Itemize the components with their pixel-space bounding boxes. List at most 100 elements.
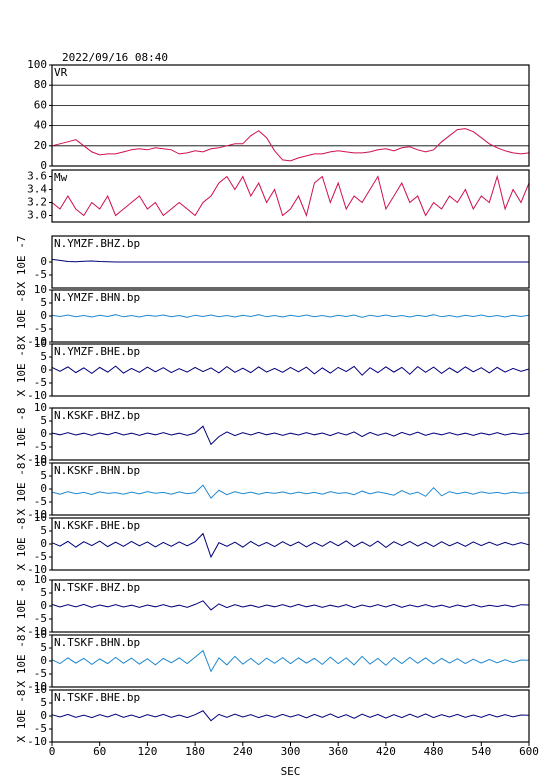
y-axis-label: X 10E -8 (15, 344, 28, 397)
trace (51, 174, 530, 218)
x-tick-label: 540 (471, 745, 491, 758)
trace (51, 484, 530, 499)
x-tick-label: 300 (281, 745, 301, 758)
panel-frame (51, 235, 530, 289)
x-tick-label: 60 (93, 745, 106, 758)
y-tick-label: 3.0 (27, 209, 47, 222)
y-tick-label: -5 (34, 440, 47, 453)
panel-frame (51, 343, 530, 397)
trace (51, 128, 530, 162)
y-tick-label: 60 (34, 98, 47, 111)
y-tick-label: -5 (34, 495, 47, 508)
panel-frame (51, 462, 530, 516)
y-tick-label: 5 (40, 469, 47, 482)
x-tick-label: 0 (49, 745, 56, 758)
trace (51, 710, 530, 722)
x-tick-label: 420 (376, 745, 396, 758)
y-tick-label: 3.6 (27, 170, 47, 183)
panel-frame (51, 634, 530, 688)
panel-label: N.YMZF.BHZ.bp (54, 237, 140, 250)
y-tick-label: 5 (40, 296, 47, 309)
y-tick-label: 5 (40, 350, 47, 363)
y-tick-label: 3.2 (27, 196, 47, 209)
y-tick-label: 10 (34, 573, 47, 586)
trace (51, 649, 530, 673)
panel-frame (51, 169, 530, 223)
y-tick-label: 10 (34, 683, 47, 696)
y-tick-label: -5 (34, 322, 47, 335)
y-tick-label: -5 (34, 550, 47, 563)
panel-label: N.TSKF.BHN.bp (54, 636, 140, 649)
y-tick-label: -5 (34, 667, 47, 680)
chart-title: 2022/09/16 08:40 (62, 51, 168, 64)
y-tick-label: 5 (40, 641, 47, 654)
y-tick-label: 10 (34, 401, 47, 414)
panel-label: VR (54, 66, 68, 79)
panel-label: N.TSKF.BHZ.bp (54, 581, 140, 594)
y-axis-label: X 10E -8 (15, 463, 28, 516)
y-tick-label: 10 (34, 511, 47, 524)
y-tick-label: 0 (40, 309, 47, 322)
panel-label: N.KSKF.BHE.bp (54, 519, 140, 532)
x-tick-label: 240 (233, 745, 253, 758)
y-tick-label: 40 (34, 119, 47, 132)
y-tick-label: 20 (34, 139, 47, 152)
y-axis-label: X 10E -8 (15, 690, 28, 743)
y-tick-label: 0 (40, 363, 47, 376)
x-tick-label: 600 (519, 745, 539, 758)
y-axis-label: X 10E -8 (15, 290, 28, 343)
y-tick-label: 0 (40, 537, 47, 550)
y-tick-label: 0 (40, 255, 47, 268)
y-tick-label: 80 (34, 78, 47, 91)
panel-label: N.YMZF.BHN.bp (54, 291, 140, 304)
y-tick-label: 0 (40, 599, 47, 612)
y-axis-label: X 10E -8 (15, 518, 28, 571)
y-tick-label: -10 (27, 335, 47, 348)
y-tick-label: -10 (27, 563, 47, 576)
trace (51, 425, 530, 446)
y-tick-label: -5 (34, 268, 47, 281)
y-tick-label: 10 (34, 456, 47, 469)
y-tick-label: -5 (34, 722, 47, 735)
y-tick-label: 0 (40, 159, 47, 172)
trace (51, 600, 530, 611)
panel-label: N.KSKF.BHZ.bp (54, 409, 140, 422)
panel-label: N.TSKF.BHE.bp (54, 691, 140, 704)
y-tick-label: 100 (27, 58, 47, 71)
trace (51, 365, 530, 376)
y-tick-label: 3.4 (27, 183, 47, 196)
panel-label: Mw (54, 171, 68, 184)
y-tick-label: 5 (40, 524, 47, 537)
y-tick-label: 5 (40, 414, 47, 427)
y-tick-label: -10 (27, 735, 47, 748)
trace (51, 258, 529, 263)
x-axis-label: SEC (281, 765, 301, 778)
x-tick-label: 480 (424, 745, 444, 758)
y-tick-label: -10 (27, 453, 47, 466)
x-tick-label: 180 (185, 745, 205, 758)
y-tick-label: -5 (34, 376, 47, 389)
y-tick-label: 0 (40, 482, 47, 495)
y-tick-label: 10 (34, 283, 47, 296)
y-tick-label: 10 (34, 337, 47, 350)
y-tick-label: -10 (27, 508, 47, 521)
y-tick-label: 5 (40, 586, 47, 599)
panel-frame (51, 64, 530, 167)
y-tick-label: 0 (40, 709, 47, 722)
trace (51, 532, 530, 559)
y-axis-label: X 10E -7 (15, 236, 28, 289)
panel-frame (51, 579, 530, 633)
panel-label: N.KSKF.BHN.bp (54, 464, 140, 477)
y-axis-label: X 10E -8 (15, 580, 28, 633)
y-tick-label: -10 (27, 389, 47, 402)
y-tick-label: -10 (27, 680, 47, 693)
panel-label: N.YMZF.BHE.bp (54, 345, 140, 358)
trace (51, 314, 530, 318)
panel-frame (51, 517, 530, 571)
y-tick-label: 5 (40, 696, 47, 709)
y-axis-label: X 10E -8 (15, 635, 28, 688)
y-tick-label: 0 (40, 427, 47, 440)
y-tick-label: 0 (40, 654, 47, 667)
x-tick-label: 360 (328, 745, 348, 758)
